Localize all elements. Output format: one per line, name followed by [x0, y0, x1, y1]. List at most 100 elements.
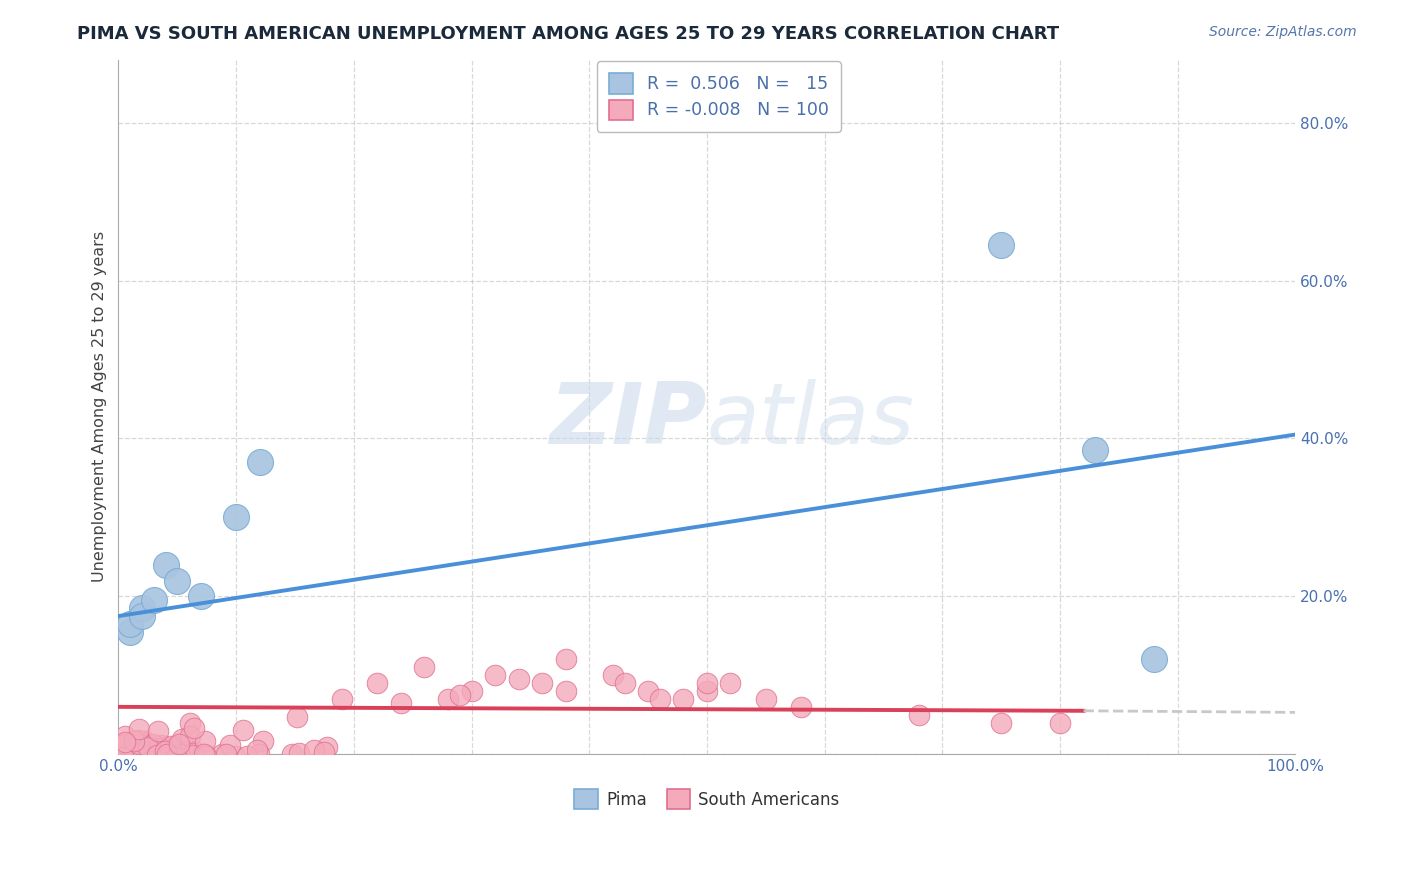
Point — [114, 749, 136, 764]
Point — [215, 747, 238, 762]
Point — [114, 734, 136, 748]
Point — [146, 724, 169, 739]
Text: Source: ZipAtlas.com: Source: ZipAtlas.com — [1209, 25, 1357, 39]
Point — [247, 747, 270, 761]
Point — [672, 692, 695, 706]
Point — [114, 729, 136, 743]
Point — [224, 748, 246, 763]
Point — [142, 743, 165, 757]
Point — [159, 746, 181, 760]
Point — [330, 692, 353, 706]
Point — [134, 747, 156, 761]
Point — [139, 739, 162, 753]
Point — [173, 745, 195, 759]
Point — [170, 731, 193, 746]
Point — [245, 743, 267, 757]
Point — [195, 748, 218, 763]
Point — [159, 747, 181, 762]
Point — [389, 696, 412, 710]
Point — [907, 707, 929, 722]
Point — [508, 672, 530, 686]
Point — [180, 746, 202, 760]
Point — [637, 684, 659, 698]
Point — [193, 747, 215, 762]
Point — [131, 745, 153, 759]
Point — [288, 746, 311, 760]
Point — [211, 747, 233, 762]
Point — [142, 738, 165, 752]
Point — [128, 723, 150, 737]
Y-axis label: Unemployment Among Ages 25 to 29 years: Unemployment Among Ages 25 to 29 years — [93, 231, 107, 582]
Point — [302, 743, 325, 757]
Point — [114, 738, 136, 752]
Point — [128, 734, 150, 748]
Point — [153, 744, 176, 758]
Point — [136, 741, 159, 756]
Point — [315, 739, 337, 754]
Point — [167, 747, 190, 762]
Point — [181, 748, 204, 763]
Text: PIMA VS SOUTH AMERICAN UNEMPLOYMENT AMONG AGES 25 TO 29 YEARS CORRELATION CHART: PIMA VS SOUTH AMERICAN UNEMPLOYMENT AMON… — [77, 25, 1060, 43]
Point — [225, 510, 247, 524]
Point — [449, 688, 471, 702]
Point — [218, 738, 240, 752]
Point — [990, 238, 1012, 252]
Point — [128, 747, 150, 761]
Point — [790, 699, 813, 714]
Point — [127, 733, 149, 747]
Point — [149, 738, 172, 752]
Point — [696, 676, 718, 690]
Point — [174, 747, 197, 761]
Point — [152, 743, 174, 757]
Point — [177, 744, 200, 758]
Point — [755, 692, 778, 706]
Legend: Pima, South Americans: Pima, South Americans — [568, 783, 846, 815]
Point — [648, 692, 671, 706]
Point — [114, 747, 136, 761]
Point — [236, 748, 259, 763]
Point — [128, 737, 150, 751]
Point — [232, 723, 254, 737]
Point — [183, 744, 205, 758]
Point — [160, 750, 183, 764]
Point — [602, 668, 624, 682]
Point — [134, 750, 156, 764]
Point — [165, 749, 187, 764]
Point — [484, 668, 506, 682]
Point — [554, 652, 576, 666]
Point — [366, 676, 388, 690]
Point — [136, 739, 159, 754]
Point — [135, 748, 157, 763]
Text: atlas: atlas — [707, 379, 915, 462]
Point — [1143, 652, 1166, 666]
Point — [249, 455, 271, 469]
Point — [696, 684, 718, 698]
Point — [146, 747, 169, 762]
Point — [120, 617, 142, 632]
Point — [1049, 715, 1071, 730]
Point — [460, 684, 482, 698]
Point — [131, 609, 153, 624]
Point — [281, 747, 304, 761]
Point — [531, 676, 554, 690]
Point — [179, 715, 201, 730]
Point — [131, 601, 153, 615]
Point — [720, 676, 742, 690]
Point — [122, 747, 145, 762]
Point — [120, 624, 142, 639]
Point — [285, 710, 308, 724]
Point — [165, 739, 187, 753]
Point — [252, 734, 274, 748]
Point — [128, 743, 150, 757]
Point — [613, 676, 636, 690]
Point — [554, 684, 576, 698]
Point — [167, 744, 190, 758]
Point — [132, 734, 155, 748]
Point — [155, 558, 177, 572]
Point — [112, 749, 135, 764]
Point — [166, 574, 188, 588]
Point — [122, 734, 145, 748]
Point — [312, 745, 335, 759]
Point — [153, 746, 176, 760]
Point — [1084, 443, 1107, 458]
